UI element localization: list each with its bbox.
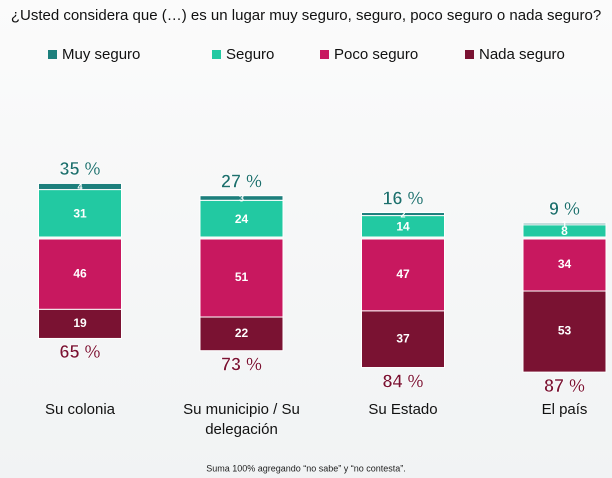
negative-total: 65 % <box>59 342 100 362</box>
bar-segment <box>199 199 284 238</box>
negative-total: 73 % <box>221 354 262 374</box>
segment-label: 8 <box>561 224 568 238</box>
bar-segment <box>199 316 284 352</box>
chart-title: ¿Usted considera que (…) es un lugar muy… <box>11 7 601 24</box>
bar-segment <box>522 238 607 292</box>
bar-segment <box>38 238 122 310</box>
legend-label: Poco seguro <box>334 46 418 63</box>
segment-label: 37 <box>396 331 410 345</box>
legend-swatch <box>320 50 329 59</box>
segment-label: 4 <box>77 182 82 192</box>
segment-label: 3 <box>239 193 244 203</box>
segment-label: 22 <box>235 326 249 340</box>
segment-label: 1 <box>562 219 567 229</box>
segment-label: 2 <box>400 209 405 219</box>
positive-total: 35 % <box>59 159 100 179</box>
positive-total: 27 % <box>221 171 262 191</box>
legend-swatch <box>465 50 474 59</box>
segment-label: 31 <box>73 206 87 220</box>
segment-label: 14 <box>396 219 410 233</box>
footnote: Suma 100% agregando “no sabe” y “no cont… <box>206 463 406 473</box>
negative-total: 84 % <box>382 371 423 391</box>
legend-label: Nada seguro <box>479 46 565 63</box>
category-label: Su colonia <box>44 401 116 418</box>
bar-segment <box>199 238 284 318</box>
segment-label: 46 <box>73 266 87 280</box>
segment-label: 34 <box>558 257 572 271</box>
segment-label: 53 <box>558 324 572 338</box>
bar-segment <box>522 222 607 226</box>
bar-segment <box>361 238 445 312</box>
bar-segment <box>38 182 122 191</box>
segment-label: 51 <box>235 270 249 284</box>
category-label: Su municipio / Su delegación <box>183 401 300 438</box>
negative-total: 87 % <box>544 376 585 396</box>
legend-label: Muy seguro <box>62 46 140 63</box>
legend-swatch <box>48 50 57 59</box>
legend-swatch <box>212 50 221 59</box>
legend-label: Seguro <box>226 46 274 63</box>
segment-label: 24 <box>235 212 249 226</box>
category-label: El país <box>541 401 588 418</box>
bar-segment <box>361 310 445 369</box>
positive-total: 9 % <box>549 199 580 219</box>
segment-label: 47 <box>396 267 410 281</box>
positive-total: 16 % <box>382 188 423 208</box>
bar-segment <box>38 308 122 339</box>
category-label: Su Estado <box>368 401 438 418</box>
bar-segment <box>361 212 445 217</box>
segment-label: 19 <box>73 316 87 330</box>
bar-segment <box>199 195 284 201</box>
bar-segment <box>522 290 607 373</box>
